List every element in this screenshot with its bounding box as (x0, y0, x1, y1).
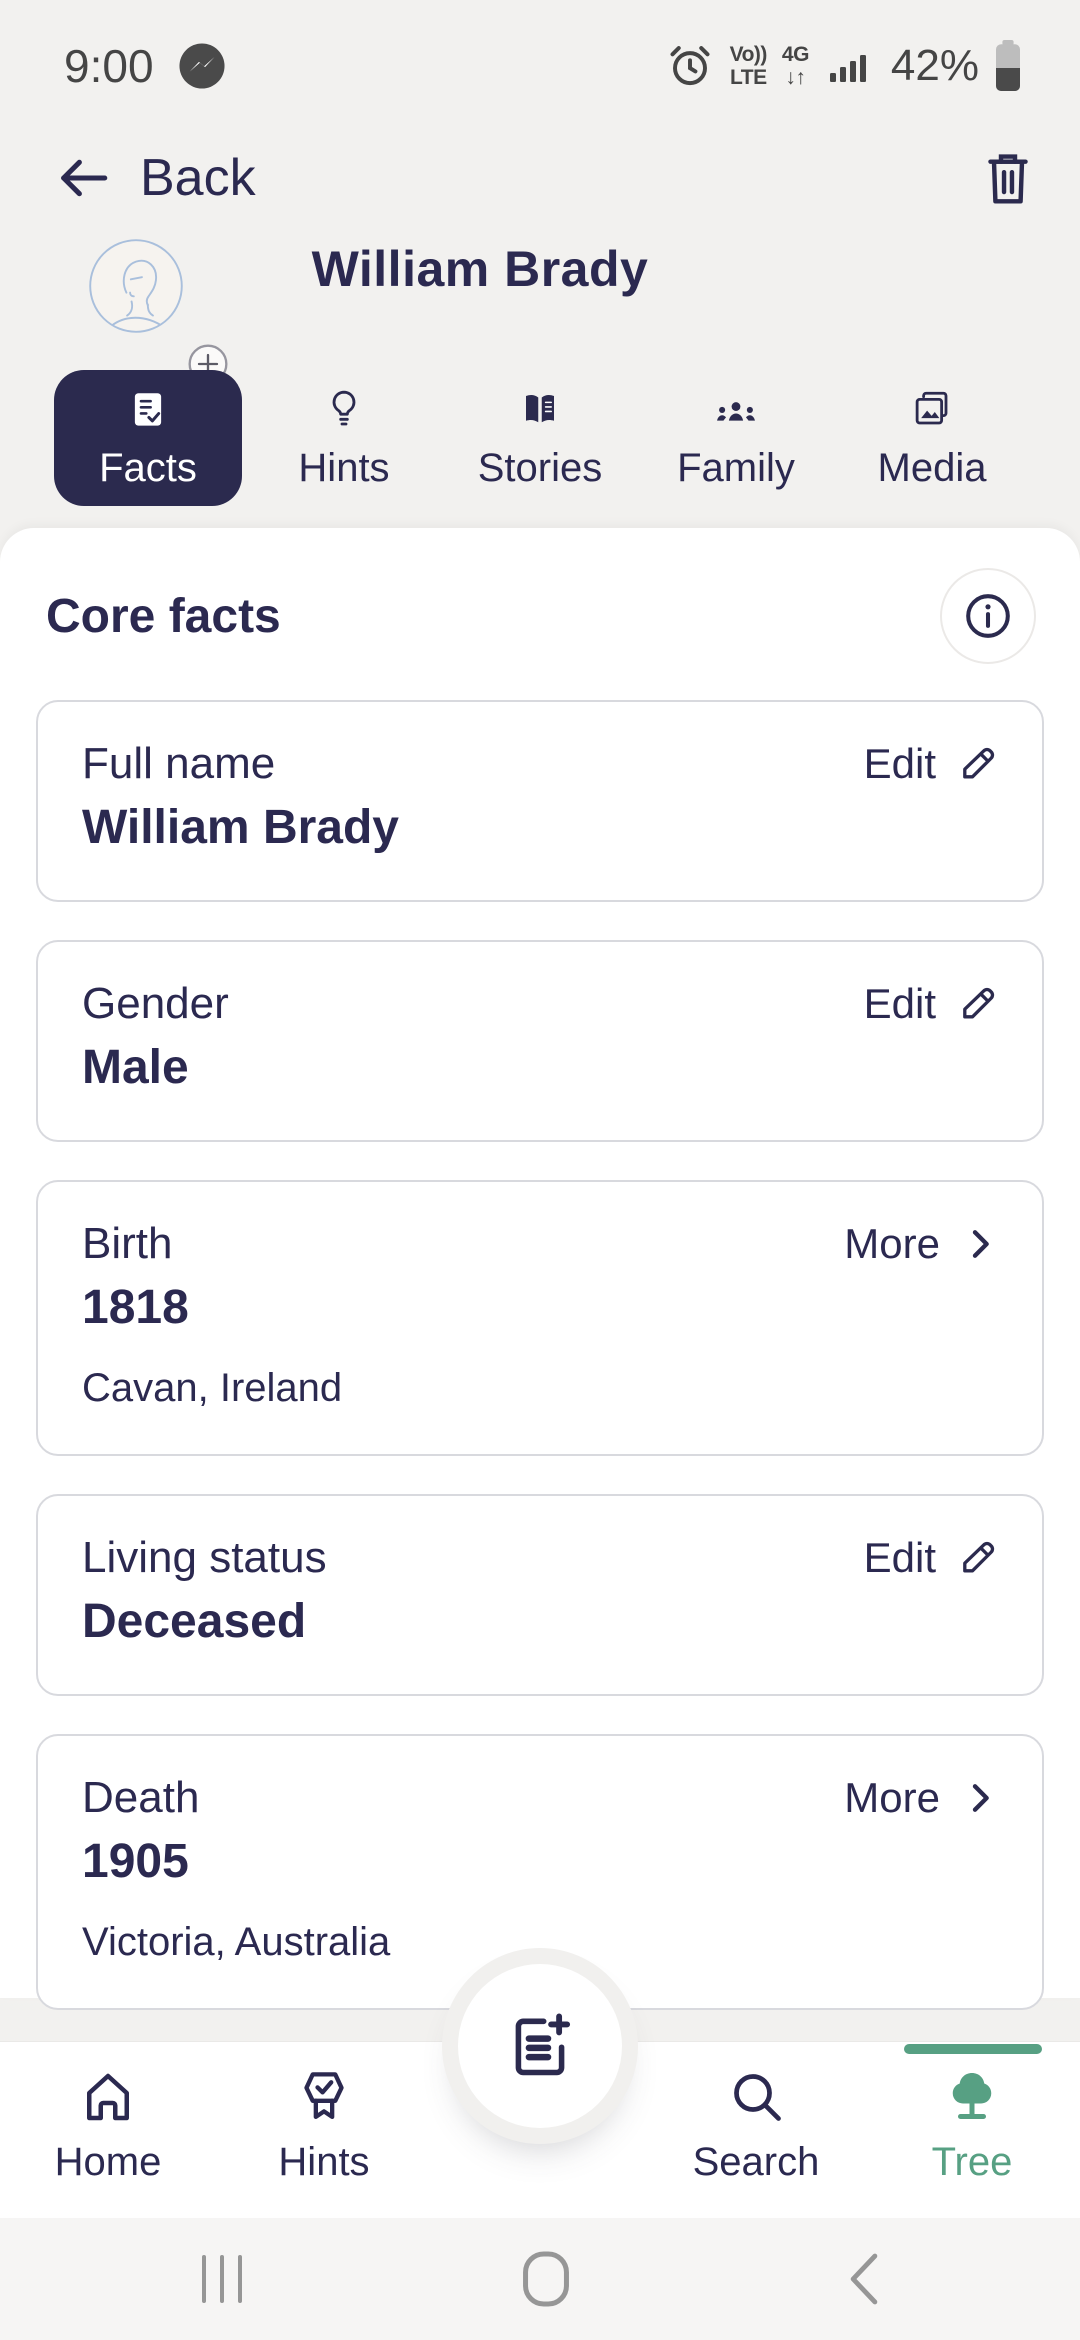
back-arrow-icon (54, 149, 112, 207)
edit-full-name-button[interactable]: Edit (864, 740, 1000, 788)
tab-hints[interactable]: Hints (250, 370, 438, 506)
clock-time: 9:00 (64, 40, 154, 92)
chevron-right-icon (960, 1778, 1000, 1818)
active-tab-indicator (904, 2044, 1042, 2054)
home-icon (78, 2066, 138, 2126)
info-icon (961, 589, 1015, 643)
nav-label: Tree (931, 2140, 1013, 2184)
page-title-person-name: William Brady (311, 241, 649, 297)
nav-tree[interactable]: Tree (864, 2042, 1080, 2218)
birth-more-button[interactable]: More (844, 1220, 1000, 1268)
add-fact-fab[interactable] (458, 1964, 622, 2128)
fact-label: Full name (82, 739, 276, 788)
tree-icon (942, 2066, 1002, 2126)
fact-label: Birth (82, 1219, 173, 1268)
fact-card-full-name: Full name Edit William Brady (36, 700, 1044, 902)
recents-button[interactable] (196, 2251, 248, 2307)
messenger-notification-icon (176, 40, 228, 92)
network-type-indicator: 4G ↓↑ (781, 43, 810, 89)
trash-icon (980, 147, 1036, 209)
chevron-right-icon (960, 1224, 1000, 1264)
fact-value: Male (82, 1041, 189, 1094)
delete-person-button[interactable] (980, 147, 1036, 209)
network-arrows-icon: ↓↑ (785, 66, 806, 89)
info-button[interactable] (940, 568, 1036, 664)
lightbulb-icon (324, 386, 364, 430)
tab-label: Media (877, 445, 987, 490)
nav-hints[interactable]: Hints (216, 2042, 432, 2218)
android-system-bar (0, 2218, 1080, 2340)
signal-strength-icon (824, 42, 872, 90)
tab-facts[interactable]: Facts (54, 370, 242, 506)
facts-panel: Core facts Full name Edit (0, 528, 1080, 2010)
section-title: Core facts (46, 589, 281, 643)
header: Back (0, 118, 1080, 210)
tab-label: Hints (298, 445, 390, 490)
tab-family[interactable]: Family (642, 370, 830, 506)
back-button[interactable]: Back (54, 148, 256, 208)
fact-detail: Cavan, Ireland (82, 1366, 343, 1410)
profile-tabs: Facts Hints Stories (0, 370, 1080, 506)
search-icon (726, 2066, 786, 2126)
pencil-icon (956, 1536, 1000, 1580)
profile-summary: William Brady (0, 210, 1080, 388)
fact-card-living-status: Living status Edit Deceased (36, 1494, 1044, 1696)
hints-badge-icon (295, 2066, 353, 2126)
tab-label: Stories (477, 445, 603, 490)
battery-percent: 42% (890, 41, 979, 90)
fact-value: William Brady (82, 801, 399, 854)
avatar[interactable] (88, 238, 184, 334)
pencil-icon (956, 742, 1000, 786)
note-add-icon (503, 2009, 577, 2083)
fact-value: 1818 (82, 1281, 189, 1334)
android-back-button[interactable] (844, 2250, 884, 2308)
edit-gender-button[interactable]: Edit (864, 980, 1000, 1028)
fact-card-death: Death More 1905 Victoria, Australia (36, 1734, 1044, 2010)
book-icon (519, 386, 561, 430)
nav-search[interactable]: Search (648, 2042, 864, 2218)
nav-label: Home (54, 2140, 162, 2184)
media-photos-icon (911, 386, 953, 430)
volte-indicator: Vo)) LTE (729, 43, 768, 89)
home-button[interactable] (521, 2249, 571, 2309)
death-more-button[interactable]: More (844, 1774, 1000, 1822)
fact-card-birth: Birth More 1818 Cavan, Ireland (36, 1180, 1044, 1456)
pencil-icon (956, 982, 1000, 1026)
fact-label: Death (82, 1773, 200, 1822)
edit-living-status-button[interactable]: Edit (864, 1534, 1000, 1582)
fact-label: Living status (82, 1533, 327, 1582)
family-group-icon (714, 386, 758, 430)
tab-label: Family (677, 445, 795, 490)
tab-label: Facts (99, 445, 197, 490)
fact-detail: Victoria, Australia (82, 1920, 391, 1964)
alarm-icon (665, 41, 715, 91)
fact-value: Deceased (82, 1595, 307, 1648)
facts-icon (127, 386, 169, 430)
back-label: Back (140, 149, 256, 207)
status-bar: 9:00 Vo)) LTE 4G ↓↑ (0, 0, 1080, 118)
tab-media[interactable]: Media (838, 370, 1026, 506)
fact-value: 1905 (82, 1835, 189, 1888)
nav-home[interactable]: Home (0, 2042, 216, 2218)
tab-stories[interactable]: Stories (446, 370, 634, 506)
fact-label: Gender (82, 979, 229, 1028)
nav-label: Search (692, 2140, 820, 2184)
nav-label: Hints (278, 2140, 370, 2184)
battery-icon (994, 39, 1022, 93)
fact-card-gender: Gender Edit Male (36, 940, 1044, 1142)
